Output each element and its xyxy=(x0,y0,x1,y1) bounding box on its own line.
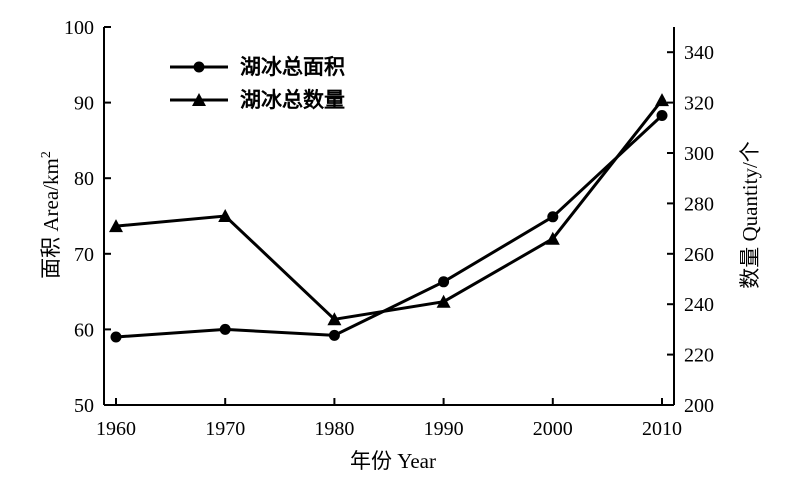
data-point-area xyxy=(219,323,231,335)
x-tick-label: 2010 xyxy=(642,418,682,440)
data-point-quantity xyxy=(327,312,342,326)
y-left-tick-label: 90 xyxy=(74,93,94,115)
y-right-tick-label: 280 xyxy=(684,193,714,215)
data-point-area xyxy=(328,329,340,341)
x-tick-label: 2000 xyxy=(533,418,573,440)
y-right-tick-label: 240 xyxy=(684,294,714,316)
series-line-quantity xyxy=(115,99,664,321)
legend-label-area: 湖冰总面积 xyxy=(240,55,345,79)
data-point-area xyxy=(656,110,668,121)
y-right-tick-label: 300 xyxy=(684,143,714,165)
data-point-quantity xyxy=(109,219,123,233)
y-right-tick-label: 260 xyxy=(684,244,714,266)
y-left-tick-label: 50 xyxy=(74,395,94,417)
y-right-tick-label: 200 xyxy=(684,395,714,417)
series-line-area xyxy=(115,114,664,339)
y-left-tick-label: 60 xyxy=(74,319,94,341)
y-left-tick-label: 100 xyxy=(64,17,94,39)
y-right-tick-label: 320 xyxy=(684,93,714,115)
data-point-quantity xyxy=(655,93,669,107)
y-left-axis-title-main: 面积 Area/km xyxy=(39,158,63,279)
axes: 1960 1970 1980 1990 2000 2010 50 60 70 80 90 100 200… xyxy=(64,17,714,440)
legend: 湖冰总面积 湖冰总数量 xyxy=(170,55,345,112)
legend-marker-quantity xyxy=(192,93,206,106)
data-point-quantity xyxy=(545,231,560,245)
y-left-axis-title-sup: 2 xyxy=(39,151,54,158)
x-tick-label: 1980 xyxy=(314,418,354,440)
legend-label-quantity: 湖冰总数量 xyxy=(240,88,345,112)
data-point-area xyxy=(438,276,450,288)
legend-marker-area xyxy=(193,61,205,73)
x-tick-label: 1990 xyxy=(424,418,464,440)
data-point-area xyxy=(110,331,122,343)
x-axis-title: 年份 Year xyxy=(350,449,436,473)
y-right-tick-label: 220 xyxy=(684,345,714,367)
y-right-axis-title: 数量 Quantity/个 xyxy=(738,141,762,289)
data-point-quantity xyxy=(218,209,233,222)
y-left-tick-label: 80 xyxy=(74,168,94,190)
data-point-quantity xyxy=(436,294,451,308)
data-point-area xyxy=(547,211,559,223)
x-tick-label: 1960 xyxy=(96,418,136,440)
series-layer xyxy=(109,93,669,343)
y-left-axis-title: 面积 Area/km2 xyxy=(39,151,63,279)
y-right-tick-label: 340 xyxy=(684,42,714,64)
y-left-tick-label: 70 xyxy=(74,244,94,266)
x-tick-label: 1970 xyxy=(205,418,245,440)
